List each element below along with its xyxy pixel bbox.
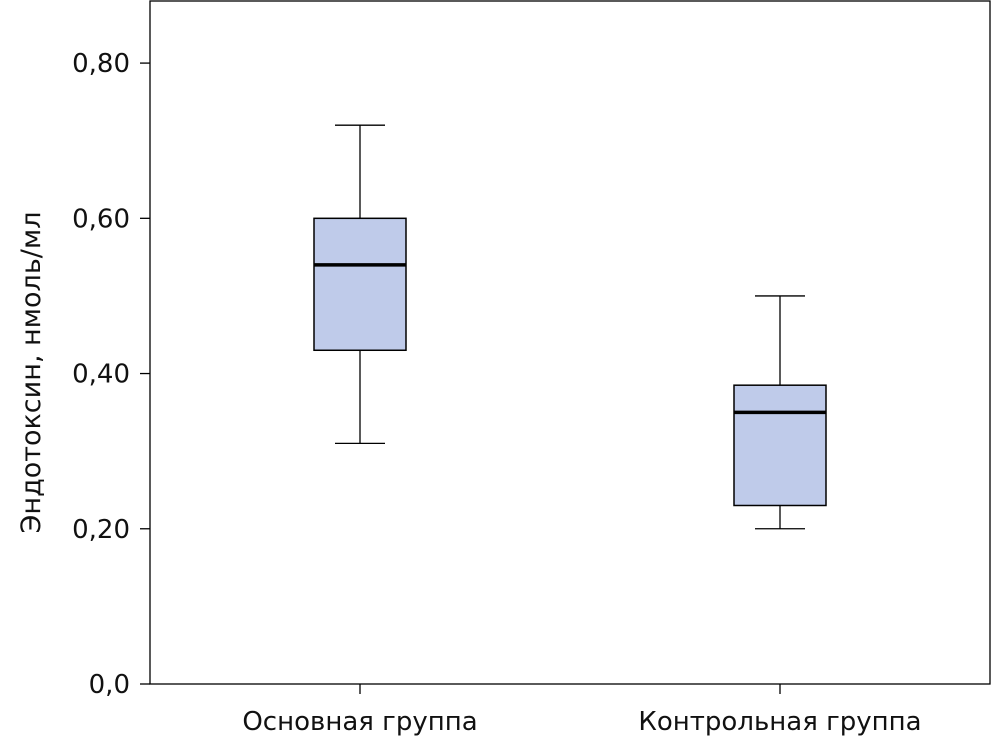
y-tick-label: 0,20 bbox=[72, 515, 130, 545]
box-group bbox=[733, 295, 827, 530]
y-axis-title: Эндотоксин, нмоль/мл bbox=[16, 212, 47, 534]
box-iqr bbox=[313, 217, 407, 352]
x-category-label: Основная группа bbox=[242, 707, 477, 737]
y-tick-label: 0,80 bbox=[72, 49, 130, 79]
y-axis: 0,0 0,20 0,40 0,60 0,80 bbox=[72, 49, 150, 700]
plot-area-frame bbox=[149, 0, 991, 685]
y-tick-label: 0,60 bbox=[72, 204, 130, 234]
y-tick-label: 0,40 bbox=[72, 360, 130, 390]
box-group bbox=[313, 124, 407, 445]
box-series bbox=[313, 124, 827, 530]
box-iqr bbox=[733, 384, 827, 507]
x-axis: Основная группа Контрольная группа bbox=[242, 684, 922, 737]
y-tick-label: 0,0 bbox=[89, 670, 130, 700]
x-category-label: Контрольная группа bbox=[638, 707, 921, 737]
